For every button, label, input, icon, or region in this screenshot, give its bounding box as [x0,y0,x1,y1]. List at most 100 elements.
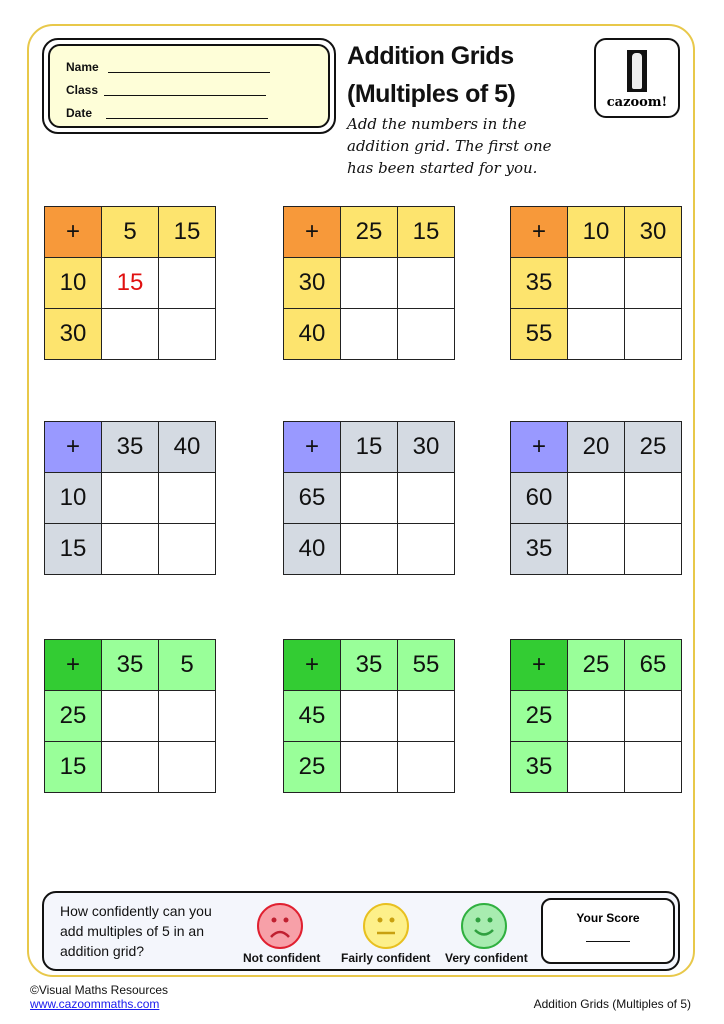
column-header-cell: 25 [341,207,398,258]
answer-cell[interactable] [398,309,455,360]
row-header-cell: 35 [511,742,568,793]
name-label: Name [66,60,99,74]
column-header-cell: 5 [102,207,159,258]
operator-cell: + [511,422,568,473]
row-header-cell: 35 [511,258,568,309]
fairly-confident-label: Fairly confident [341,951,431,965]
column-header-cell: 30 [398,422,455,473]
addition-grid: +20 25 60 35 [510,421,682,575]
column-header-cell: 15 [398,207,455,258]
answer-cell[interactable] [568,258,625,309]
answer-cell[interactable] [568,309,625,360]
page-subtitle: (Multiples of 5) [347,80,516,108]
answer-cell[interactable] [625,742,682,793]
answer-cell[interactable] [341,258,398,309]
row-header-cell: 15 [45,524,102,575]
answer-cell[interactable] [568,742,625,793]
row-header-cell: 30 [45,309,102,360]
operator-cell: + [284,640,341,691]
column-header-cell: 25 [568,640,625,691]
answer-cell[interactable] [102,691,159,742]
answer-cell[interactable] [625,309,682,360]
answer-cell[interactable] [341,742,398,793]
row-header-cell: 25 [511,691,568,742]
answer-cell[interactable] [568,691,625,742]
addition-grid: +25 65 25 35 [510,639,682,793]
copyright: ©Visual Maths Resources [30,983,169,997]
row-header-cell: 10 [45,473,102,524]
answer-cell[interactable] [341,524,398,575]
sad-face-icon[interactable] [257,903,303,949]
column-header-cell: 35 [102,422,159,473]
column-header-cell: 20 [568,422,625,473]
score-field[interactable] [586,941,630,942]
column-header-cell: 10 [568,207,625,258]
answer-cell[interactable] [341,309,398,360]
answer-cell[interactable] [159,473,216,524]
addition-grid: +10 30 35 55 [510,206,682,360]
row-header-cell: 45 [284,691,341,742]
operator-cell: + [45,207,102,258]
name-field[interactable] [108,72,270,73]
answer-cell[interactable] [102,742,159,793]
row-header-cell: 35 [511,524,568,575]
answer-cell[interactable]: 15 [102,258,159,309]
answer-cell[interactable] [398,742,455,793]
website-link[interactable]: www.cazoommaths.com [30,997,160,1011]
addition-grid: +35 5 25 15 [44,639,216,793]
addition-grid: +15 30 65 40 [283,421,455,575]
answer-cell[interactable] [398,691,455,742]
class-field[interactable] [104,95,266,96]
column-header-cell: 40 [159,422,216,473]
column-header-cell: 55 [398,640,455,691]
student-info-box: Name Class Date [42,38,336,134]
answer-cell[interactable] [625,473,682,524]
instructions: Add the numbers in the addition grid. Th… [347,115,552,177]
row-header-cell: 40 [284,309,341,360]
answer-cell[interactable] [398,473,455,524]
answer-cell[interactable] [102,473,159,524]
score-label: Your Score [576,911,640,925]
answer-cell[interactable] [625,524,682,575]
column-header-cell: 65 [625,640,682,691]
answer-cell[interactable] [159,691,216,742]
operator-cell: + [45,640,102,691]
addition-grid: +5 15 10 15 30 [44,206,216,360]
answer-cell[interactable] [159,742,216,793]
column-header-cell: 15 [341,422,398,473]
answer-cell[interactable] [568,473,625,524]
answer-cell[interactable] [159,309,216,360]
row-header-cell: 55 [511,309,568,360]
addition-grid: +25 15 30 40 [283,206,455,360]
row-header-cell: 25 [284,742,341,793]
answer-cell[interactable] [341,473,398,524]
very-confident-label: Very confident [445,951,528,965]
happy-face-icon[interactable] [461,903,507,949]
answer-cell[interactable] [398,258,455,309]
row-header-cell: 10 [45,258,102,309]
confidence-question: How confidently can you add multiples of… [60,903,212,959]
answer-cell[interactable] [625,691,682,742]
row-header-cell: 25 [45,691,102,742]
column-header-cell: 25 [625,422,682,473]
row-header-cell: 65 [284,473,341,524]
answer-cell[interactable] [102,524,159,575]
column-header-cell: 30 [625,207,682,258]
answer-cell[interactable] [159,524,216,575]
operator-cell: + [45,422,102,473]
column-header-cell: 5 [159,640,216,691]
answer-cell[interactable] [625,258,682,309]
class-label: Class [66,83,99,97]
row-header-cell: 40 [284,524,341,575]
answer-cell[interactable] [102,309,159,360]
column-header-cell: 35 [102,640,159,691]
column-header-cell: 15 [159,207,216,258]
neutral-face-icon[interactable] [363,903,409,949]
date-field[interactable] [106,118,268,119]
operator-cell: + [511,207,568,258]
answer-cell[interactable] [159,258,216,309]
answer-cell[interactable] [568,524,625,575]
cazoom-logo: cazoom! [594,38,680,118]
answer-cell[interactable] [398,524,455,575]
answer-cell[interactable] [341,691,398,742]
